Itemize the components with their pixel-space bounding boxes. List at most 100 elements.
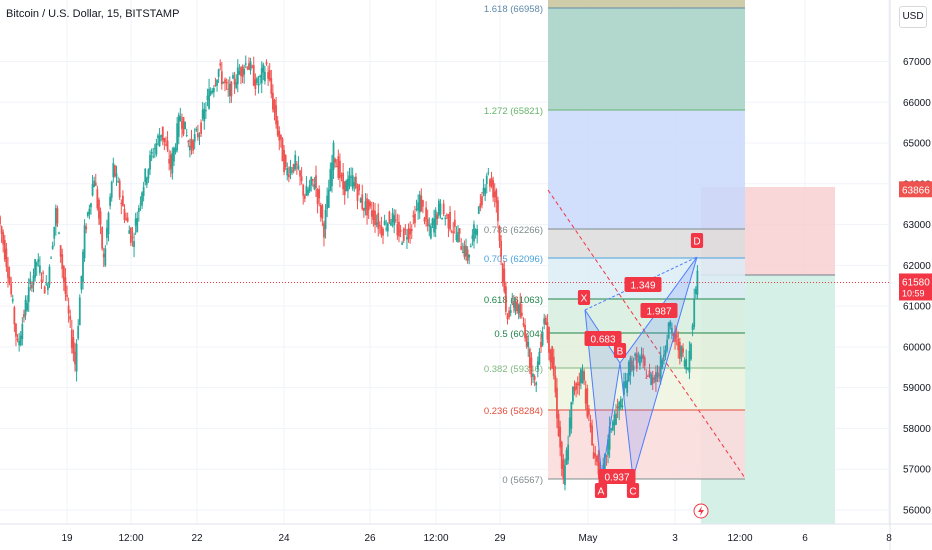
candle-body xyxy=(549,349,552,363)
candle-body xyxy=(546,322,549,340)
candle-body xyxy=(479,203,482,208)
candle-body xyxy=(415,208,418,210)
candle-body xyxy=(664,350,667,356)
candle-body xyxy=(677,338,680,351)
candle-body xyxy=(339,160,341,179)
candle-body xyxy=(651,377,654,384)
candle-body xyxy=(492,180,495,198)
candle-body xyxy=(393,215,396,226)
candle-body xyxy=(176,123,179,151)
candle-body xyxy=(431,218,434,226)
candle-body xyxy=(516,301,518,312)
candle-body xyxy=(530,357,533,378)
price-scale[interactable]: 6700066000650006400063000620006100060000… xyxy=(889,0,932,550)
candle-body xyxy=(139,203,142,205)
candle-body xyxy=(174,148,177,153)
candle-body xyxy=(268,70,271,81)
candle-body xyxy=(693,298,696,327)
candle-body xyxy=(297,165,300,170)
candle-body xyxy=(37,259,40,263)
candle-body xyxy=(209,91,212,95)
harmonic-pattern-tool[interactable]: X A B C D 0.683 0.937 1.987 1.349 xyxy=(577,233,709,519)
price-scale-bg xyxy=(890,0,932,524)
time-tick: 24 xyxy=(278,533,290,544)
candle-body xyxy=(0,226,3,234)
candle-body xyxy=(474,229,477,235)
candle-body xyxy=(85,226,88,230)
candle-body xyxy=(410,228,413,232)
candle-body xyxy=(458,228,461,234)
candle-body xyxy=(686,368,689,370)
candle-body xyxy=(329,169,332,191)
current-price-label-bg xyxy=(899,273,932,301)
candle-body xyxy=(179,116,182,121)
ratio-xab-label-box[interactable] xyxy=(584,331,622,346)
candle-body xyxy=(279,134,282,140)
ratio-abc-label-box[interactable] xyxy=(598,469,636,484)
candle-body xyxy=(661,359,664,369)
candle-body xyxy=(414,213,416,224)
candle-body xyxy=(669,321,672,327)
candle-body xyxy=(21,324,24,339)
point-b-label-box[interactable] xyxy=(613,343,627,358)
price-label-top-bg xyxy=(899,181,932,198)
candle-body xyxy=(658,374,661,376)
candle-body xyxy=(533,376,536,380)
candle-body xyxy=(581,370,584,384)
candle-body xyxy=(508,310,510,317)
candle-body xyxy=(399,229,402,232)
candle-body xyxy=(72,337,75,354)
candle-body xyxy=(216,79,218,86)
candle-body xyxy=(688,350,691,373)
candle-body xyxy=(385,228,388,230)
candle-body xyxy=(192,140,195,151)
candle-body xyxy=(94,182,97,186)
fib-band xyxy=(548,333,745,368)
fib-level-label: 0.5 (60204) xyxy=(494,329,543,340)
candle-body xyxy=(313,184,316,190)
candle-body xyxy=(190,138,193,149)
candle-body xyxy=(198,135,201,137)
candle-body xyxy=(621,405,624,408)
candle-body xyxy=(244,63,247,65)
currency-button[interactable]: USD xyxy=(899,6,927,28)
candle-body xyxy=(501,263,504,283)
candle-body xyxy=(610,428,613,430)
candle-body xyxy=(311,179,314,181)
candle-body xyxy=(447,214,450,229)
candle-body xyxy=(212,87,215,93)
point-a-label-box[interactable] xyxy=(594,483,608,498)
candle-body xyxy=(656,372,659,378)
point-d-label-box[interactable] xyxy=(690,233,704,248)
candle-body xyxy=(121,195,124,207)
chart-title: Bitcoin / U.S. Dollar, 15, BITSTAMP xyxy=(6,8,180,20)
candle-body xyxy=(256,78,258,84)
candle-body xyxy=(417,202,420,211)
candle-body xyxy=(144,168,147,182)
candle-body xyxy=(576,383,579,385)
candle-body xyxy=(177,115,180,137)
candle-body xyxy=(184,121,187,130)
time-axis[interactable]: 19 12:00 22 24 26 12:00 29 May 3 12:00 6 8 xyxy=(0,523,932,544)
candle-body xyxy=(185,135,188,137)
point-c-label-box[interactable] xyxy=(626,483,640,498)
candle-body xyxy=(696,270,699,295)
candle-body xyxy=(401,242,404,245)
time-tick: 12:00 xyxy=(727,533,752,544)
candle-body xyxy=(59,245,62,257)
candle-body xyxy=(142,186,145,197)
time-tick: 3 xyxy=(672,533,678,544)
point-x-label-box[interactable] xyxy=(577,290,591,305)
candle-body xyxy=(662,354,665,358)
candle-body xyxy=(117,181,119,183)
ratio-bcd-label-box[interactable] xyxy=(640,303,678,318)
candle-body xyxy=(214,84,217,86)
candle-body xyxy=(163,137,166,143)
candle-body xyxy=(437,200,440,216)
ratio-xad-label-box[interactable] xyxy=(624,277,662,292)
candle-body xyxy=(120,202,123,205)
candle-body xyxy=(487,172,490,174)
candle-body xyxy=(504,286,507,312)
candle-body xyxy=(321,205,324,219)
